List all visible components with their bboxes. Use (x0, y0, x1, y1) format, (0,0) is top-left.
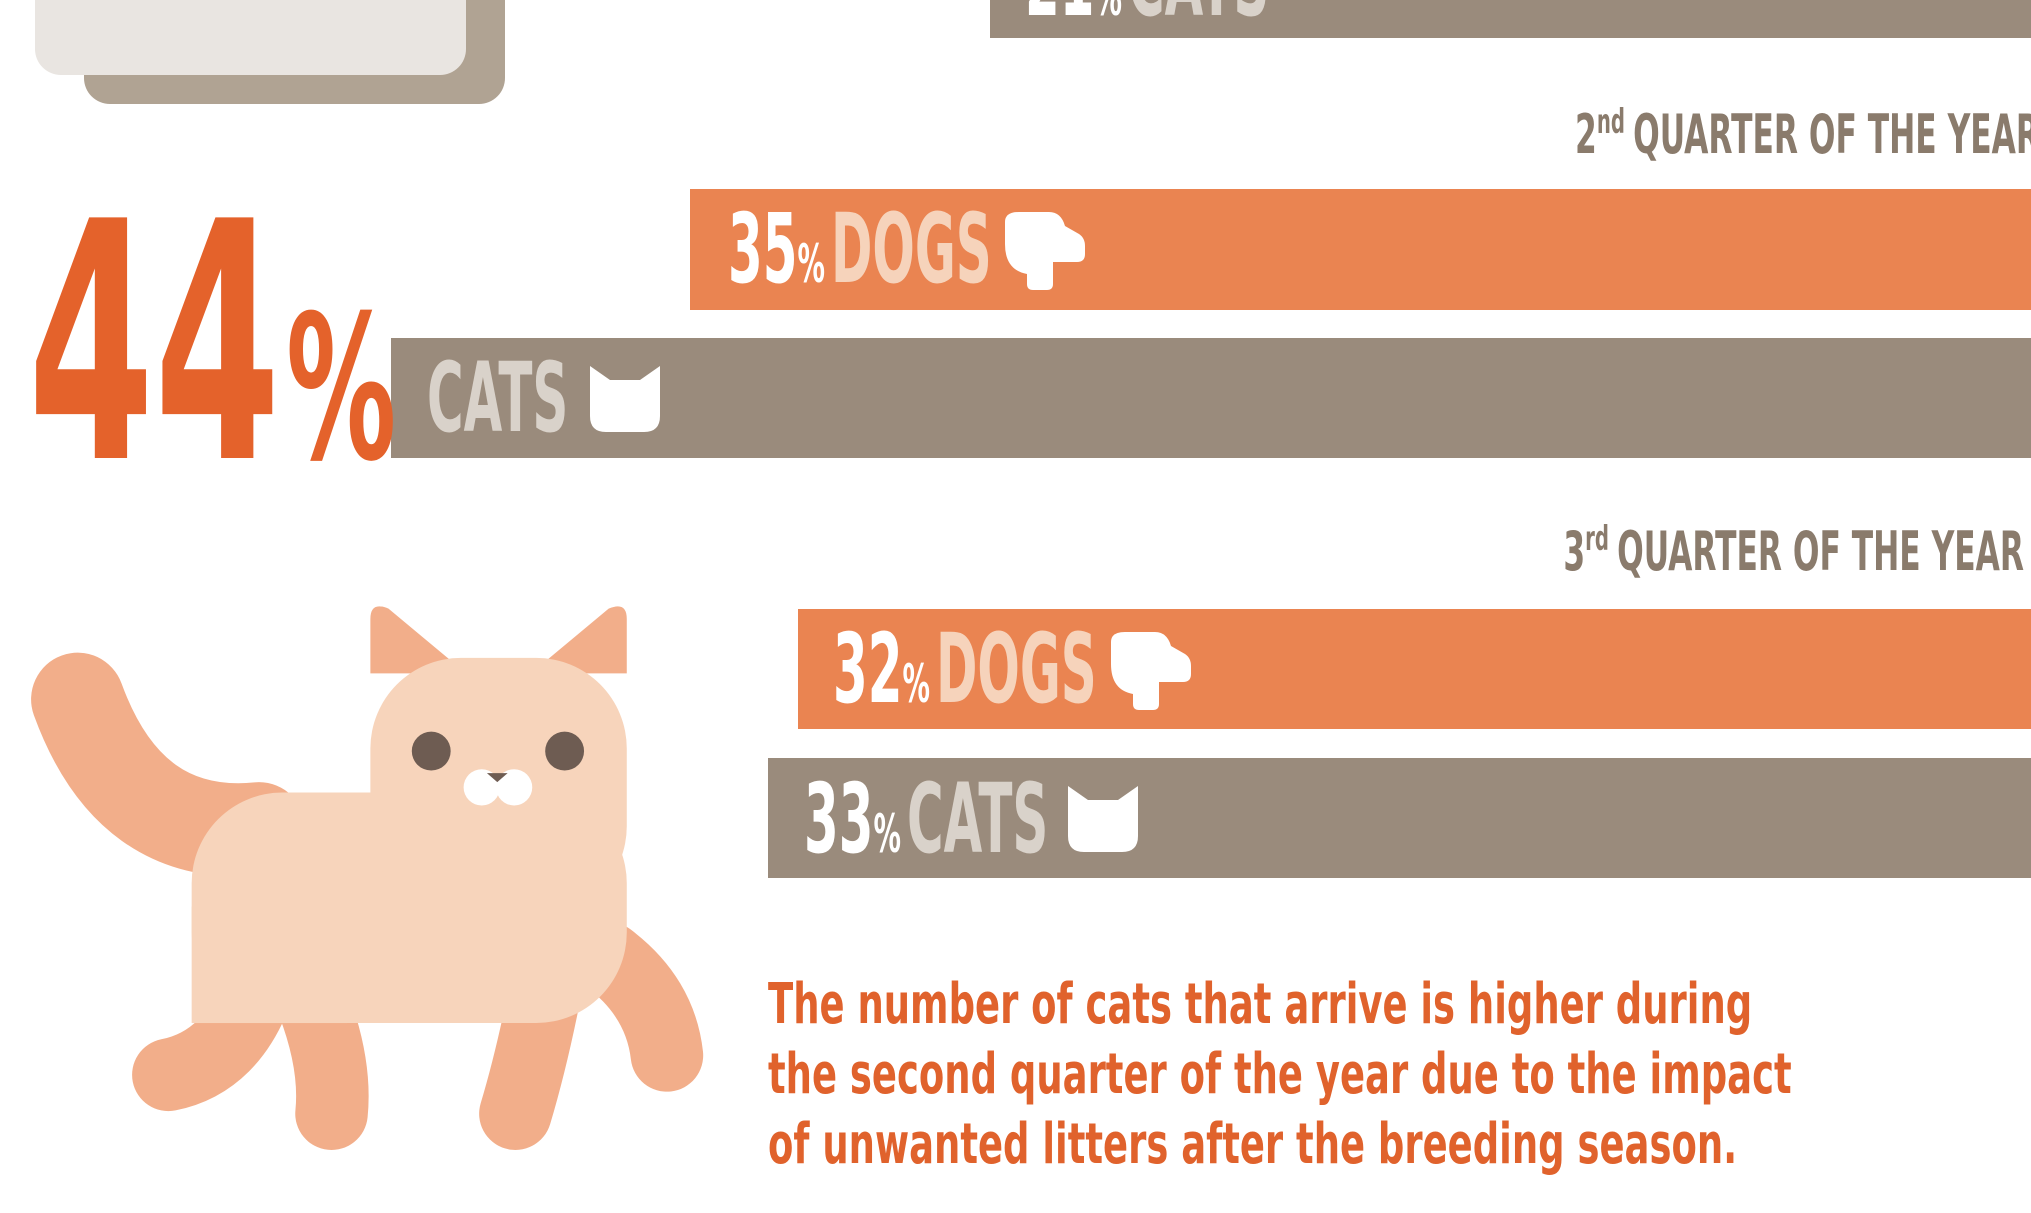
infographic: 21%CATS35%DOGSCATS32%DOGS33%CATS44%2ndQU… (0, 0, 2031, 1213)
bar-label: 32%DOGS (833, 614, 1097, 726)
ordinal-suffix: rd (1585, 518, 1609, 558)
percent-unit: % (873, 803, 901, 864)
category: CATS (427, 343, 568, 455)
page: 21%CATS35%DOGSCATS32%DOGS33%CATS44%2ndQU… (0, 0, 2031, 1213)
category: DOGS (936, 614, 1097, 726)
caption-line: the second quarter of the year due to th… (768, 1042, 1792, 1107)
big-percent: 44% (28, 152, 396, 536)
bar-label: CATS (427, 343, 568, 455)
percent-unit: % (797, 233, 825, 294)
percent-value: 32 (833, 614, 902, 726)
cat-illustration (78, 606, 667, 1113)
category: CATS (1128, 0, 1269, 39)
box (35, 0, 466, 75)
quarter-title: QUARTER OF THE YEAR (1617, 521, 2024, 583)
quarter-title: QUARTER OF THE YEAR (1633, 104, 2031, 166)
percent-value: 33 (804, 764, 873, 876)
bar-label: 21%CATS (1025, 0, 1269, 39)
ordinal: 3 (1563, 521, 1585, 583)
percent-value: 44 (28, 152, 281, 536)
caption-line: The number of cats that arrive is higher… (768, 972, 1752, 1037)
category: DOGS (831, 194, 992, 306)
bar-label: 35%DOGS (728, 194, 992, 306)
caption-line: of unwanted litters after the breeding s… (768, 1112, 1737, 1177)
percent-unit: % (286, 273, 396, 506)
ordinal: 2 (1575, 104, 1597, 166)
category: CATS (907, 764, 1048, 876)
percent-value: 35 (728, 194, 797, 306)
ordinal-suffix: nd (1597, 101, 1625, 141)
percent-unit: % (1094, 0, 1122, 28)
percent-value: 21 (1025, 0, 1094, 39)
percent-unit: % (902, 653, 930, 714)
bar-label: 33%CATS (804, 764, 1048, 876)
